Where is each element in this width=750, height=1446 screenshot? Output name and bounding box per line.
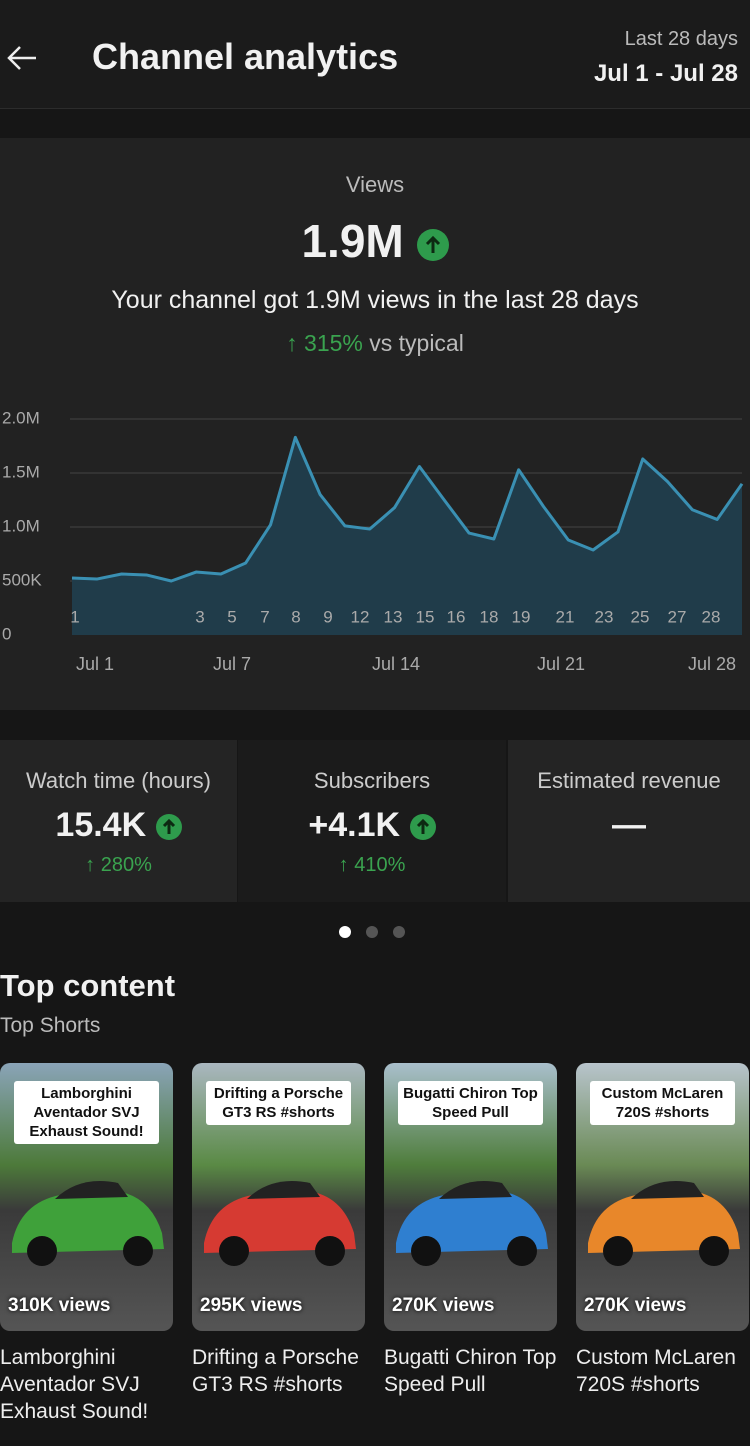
day-label: 7 bbox=[260, 607, 269, 626]
day-label: 3 bbox=[195, 607, 204, 626]
back-button[interactable] bbox=[4, 40, 40, 76]
y-tick-label: 500K bbox=[2, 570, 42, 589]
up-icon bbox=[416, 228, 449, 261]
day-label: 27 bbox=[668, 607, 687, 626]
card-change-row: ↑ 410% bbox=[338, 854, 406, 876]
day-label: 12 bbox=[351, 607, 370, 626]
up-icon bbox=[409, 814, 436, 841]
x-tick-label: Jul 21 bbox=[537, 654, 585, 674]
y-tick-label: 0 bbox=[2, 624, 11, 643]
period: Last 28 days bbox=[624, 28, 738, 50]
card-label: Subscribers bbox=[313, 768, 431, 793]
day-label: 16 bbox=[447, 607, 466, 626]
card-value: — bbox=[612, 806, 646, 844]
metric-name: Views bbox=[345, 172, 405, 197]
metric-row: 1.9M bbox=[0, 214, 750, 268]
description: Your channel got 1.9M views in the last … bbox=[111, 286, 639, 314]
section-title: Top content bbox=[0, 968, 176, 1003]
up-icon bbox=[155, 814, 182, 841]
day-label: 23 bbox=[595, 607, 614, 626]
day-label: 15 bbox=[416, 607, 435, 626]
short-views: 270K views bbox=[392, 1295, 495, 1316]
section-subtitle: Top Shorts bbox=[0, 1014, 101, 1037]
day-label: 19 bbox=[512, 607, 531, 626]
day-label: 25 bbox=[631, 607, 650, 626]
page-dot[interactable] bbox=[366, 926, 378, 938]
short-thumbnail[interactable]: Lamborghini Aventador SVJ Exhaust Sound!… bbox=[0, 1063, 173, 1331]
metric-card[interactable]: Watch time (hours) 15.4K ↑ 280% bbox=[0, 740, 237, 902]
x-tick-label: Jul 14 bbox=[372, 654, 420, 674]
day-label: 5 bbox=[227, 607, 236, 626]
day-label: 8 bbox=[291, 607, 300, 626]
area bbox=[72, 437, 742, 635]
x-tick-label: Jul 28 bbox=[688, 654, 736, 674]
card-change: 410% bbox=[354, 854, 406, 876]
short-views: 295K views bbox=[200, 1295, 303, 1316]
page-dot[interactable] bbox=[339, 926, 351, 938]
car-image bbox=[12, 1181, 164, 1266]
card-number: 15.4K bbox=[55, 806, 147, 844]
page-dot[interactable] bbox=[393, 926, 405, 938]
change: 315% bbox=[304, 330, 363, 356]
car-image bbox=[204, 1181, 356, 1266]
card-change-row: ↑ 280% bbox=[85, 854, 152, 876]
day-label: 28 bbox=[702, 607, 721, 626]
short-thumbnail[interactable]: Drifting a Porsche GT3 RS #shorts 295K vi… bbox=[192, 1063, 365, 1331]
metric-card[interactable]: Subscribers +4.1K ↑ 410% bbox=[238, 740, 506, 902]
y-tick-label: 1.5M bbox=[2, 462, 40, 481]
comparison: vs typical bbox=[369, 330, 464, 356]
card-label: Estimated revenue bbox=[537, 768, 721, 793]
overlay-text: Bugatti Chiron Top Speed Pull bbox=[398, 1081, 543, 1125]
card-change: 280% bbox=[100, 854, 152, 876]
x-tick-label: Jul 1 bbox=[76, 654, 114, 674]
overlay-text: Lamborghini Aventador SVJ Exhaust Sound! bbox=[14, 1081, 159, 1144]
day-label: 18 bbox=[480, 607, 499, 626]
page-title: Channel analytics bbox=[92, 36, 399, 77]
short-views: 270K views bbox=[584, 1295, 687, 1316]
x-tick-label: Jul 7 bbox=[213, 654, 251, 674]
arrow-icon: ↑ bbox=[286, 330, 298, 356]
metric-card[interactable]: Estimated revenue — bbox=[508, 740, 750, 902]
short-views: 310K views bbox=[8, 1295, 111, 1316]
day-label: 9 bbox=[323, 607, 332, 626]
card-value: 15.4K bbox=[0, 806, 237, 845]
day-label: 1 bbox=[70, 607, 79, 626]
header: Channel analytics Last 28 days Jul 1 - J… bbox=[0, 0, 750, 109]
card-number: +4.1K bbox=[308, 806, 401, 844]
short-title[interactable]: Lamborghini Aventador SVJ Exhaust Sound! bbox=[0, 1346, 149, 1423]
car-image bbox=[588, 1181, 740, 1266]
short-title[interactable]: Drifting a Porsche GT3 RS #shorts bbox=[192, 1346, 359, 1396]
short-title[interactable]: Bugatti Chiron Top Speed Pull bbox=[384, 1346, 557, 1396]
overlay-text: Drifting a Porsche GT3 RS #shorts bbox=[206, 1081, 351, 1125]
date-range[interactable]: Jul 1 - Jul 28 bbox=[593, 60, 738, 87]
short-thumbnail[interactable]: Custom McLaren 720S #shorts 270K views bbox=[576, 1063, 749, 1331]
car-image bbox=[396, 1181, 548, 1266]
y-tick-label: 1.0M bbox=[2, 516, 40, 535]
overlay-text: Custom McLaren 720S #shorts bbox=[590, 1081, 735, 1125]
y-tick-label: 2.0M bbox=[2, 408, 40, 427]
line bbox=[71, 435, 744, 583]
day-label: 21 bbox=[556, 607, 575, 626]
change-row: ↑ 315% vs typical bbox=[0, 330, 750, 357]
day-label: 13 bbox=[384, 607, 403, 626]
short-title[interactable]: Custom McLaren 720S #shorts bbox=[576, 1346, 736, 1396]
short-thumbnail[interactable]: Bugatti Chiron Top Speed Pull 270K views bbox=[384, 1063, 557, 1331]
card-value: +4.1K bbox=[238, 806, 506, 845]
card-label: Watch time (hours) bbox=[25, 768, 211, 793]
metric-value: 1.9M bbox=[301, 215, 404, 267]
